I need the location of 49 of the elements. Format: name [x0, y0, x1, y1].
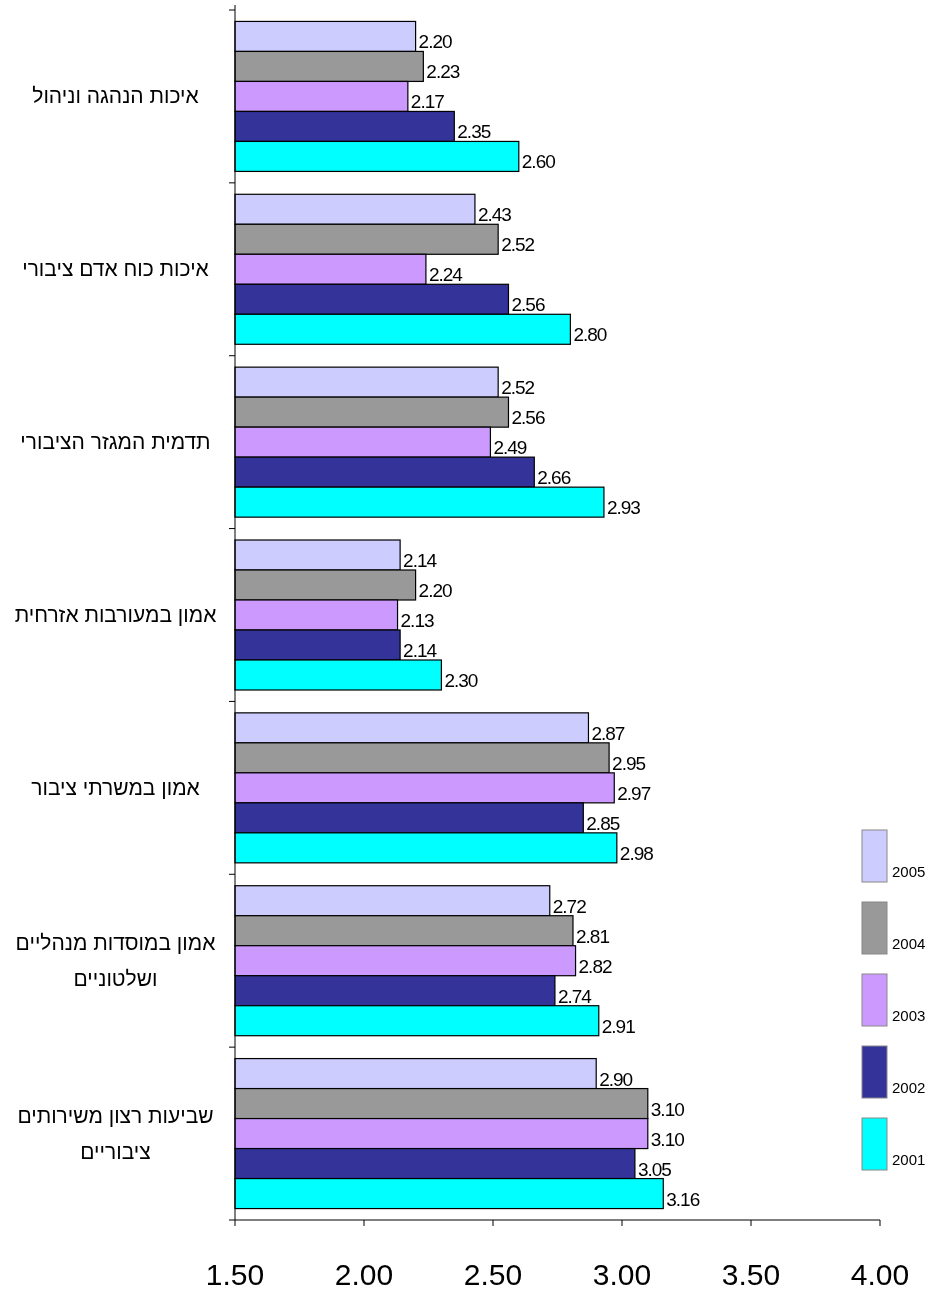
y-tick-label: איכות הנהגה וניהול: [31, 83, 200, 110]
data-label: 3.10: [650, 1128, 685, 1150]
data-label: 2.13: [400, 610, 434, 631]
data-label: 2.56: [511, 294, 545, 316]
legend: 2005 2004 2003 2002 2001: [861, 829, 926, 1171]
data-label: 2.74: [557, 985, 593, 1007]
data-label: 2.24: [428, 264, 464, 286]
x-tick-label: 1.50: [205, 1258, 265, 1291]
data-label: 2.56: [511, 407, 545, 429]
data-label: 2.98: [619, 842, 654, 864]
data-label: 2.81: [575, 925, 610, 947]
data-label: 2.23: [426, 61, 460, 83]
data-label: 3.05: [637, 1158, 672, 1180]
data-label: 2.97: [617, 782, 651, 804]
data-label: 2.20: [418, 580, 453, 601]
data-label: 3.10: [650, 1098, 685, 1120]
data-label: 2.14: [403, 640, 438, 661]
data-label: 2.91: [601, 1015, 636, 1037]
x-tick-label: 4.00: [850, 1258, 910, 1291]
x-tick-label: 3.50: [721, 1258, 781, 1291]
x-tick-label: 2.50: [463, 1258, 523, 1291]
y-tick-label: תדמית המגזר הציבורי: [19, 429, 212, 456]
data-label: 2.17: [410, 91, 445, 113]
data-label: 2.93: [606, 497, 641, 519]
data-label: 2.72: [552, 895, 587, 917]
x-tick-label: 2.00: [334, 1258, 394, 1291]
data-label: 2.43: [477, 204, 512, 226]
x-tick-label: 3.00: [592, 1258, 652, 1291]
data-label: 2.95: [612, 752, 646, 774]
y-tick-label: אמון במוסדות מנהליים ושלטוניים: [14, 929, 217, 992]
data-label: 2.85: [586, 812, 620, 834]
data-label: 2.49: [493, 437, 527, 459]
data-label: 2.60: [521, 151, 556, 173]
data-label: 2.30: [444, 670, 478, 691]
data-label: 2.90: [599, 1068, 633, 1090]
y-tick-label: איכות כוח אדם ציבורי: [21, 256, 210, 283]
y-tick-label: אמון במשרתי ציבור: [30, 774, 201, 801]
data-label: 2.87: [591, 722, 625, 744]
data-label: 2.82: [578, 955, 612, 977]
data-label: 2.14: [403, 550, 438, 571]
data-label: 2.80: [573, 324, 607, 346]
data-label: 2.20: [418, 31, 453, 53]
data-label: 2.66: [537, 467, 571, 489]
y-tick-label: שביעות רצון משירותים ציבוריים: [16, 1102, 215, 1165]
data-label: 2.52: [501, 377, 535, 399]
data-label: 3.16: [666, 1188, 700, 1210]
data-label: 2.52: [501, 234, 535, 256]
y-tick-label: אמון במעורבות אזרחית: [13, 602, 218, 628]
data-label: 2.35: [457, 121, 491, 143]
